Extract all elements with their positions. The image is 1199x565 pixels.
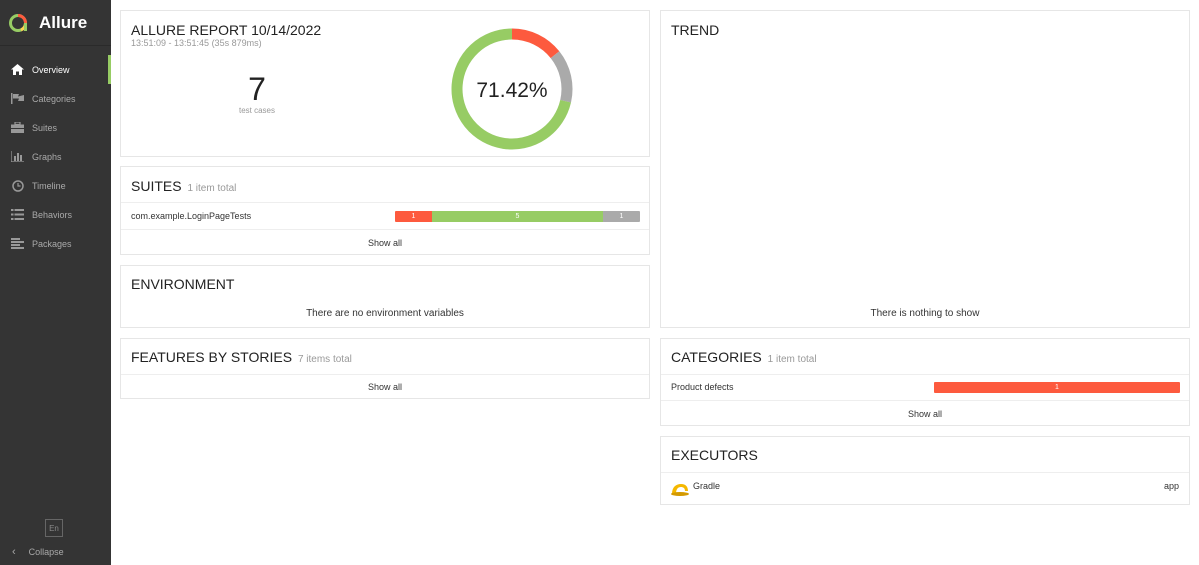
product-defects-segment[interactable]: 1 (934, 382, 1180, 393)
suites-title: SUITES 1 item total (131, 178, 236, 194)
main-content: ALLURE REPORT 10/14/2022 13:51:09 - 13:5… (111, 0, 1199, 565)
executors-title: EXECUTORS (671, 447, 758, 463)
suite-status-bar: 1 5 1 (395, 211, 640, 222)
category-status-bar: 1 (934, 382, 1180, 393)
table-row[interactable]: Gradle app (661, 472, 1189, 505)
gradle-icon (671, 484, 689, 496)
success-donut-chart[interactable]: 71.42% (447, 24, 577, 154)
sidebar-item-label: Behaviors (32, 209, 73, 220)
passed-segment[interactable]: 5 (432, 211, 603, 222)
categories-subtitle: 1 item total (767, 354, 817, 365)
environment-widget: ENVIRONMENT There are no environment var… (120, 265, 650, 328)
features-show-all-link[interactable]: Show all (121, 374, 649, 399)
test-count-label: test cases (238, 106, 275, 115)
suites-show-all-link[interactable]: Show all (121, 229, 649, 255)
sidebar-item-label: Overview (32, 64, 70, 75)
language-switcher[interactable]: En (45, 519, 63, 537)
sidebar-item-label: Packages (32, 238, 72, 249)
features-title: FEATURES BY STORIES 7 items total (131, 349, 352, 365)
sidebar-item-timeline[interactable]: Timeline (0, 171, 111, 200)
executor-name: Gradle (693, 481, 721, 491)
sidebar-item-behaviors[interactable]: Behaviors (0, 200, 111, 229)
clock-icon (10, 179, 25, 192)
category-name: Product defects (671, 382, 734, 392)
suites-title-text: SUITES (131, 178, 182, 194)
bar-chart-icon (10, 151, 25, 163)
collapse-button[interactable]: ‹ Collapse (12, 546, 64, 558)
success-rate: 71.42% (476, 79, 547, 102)
brand[interactable]: Allure (0, 0, 111, 46)
trend-empty-message: There is nothing to show (870, 308, 980, 319)
chevron-left-icon: ‹ (12, 546, 16, 558)
sidebar-item-label: Suites (32, 122, 58, 133)
home-icon (10, 64, 25, 76)
flag-icon (10, 93, 25, 105)
environment-title: ENVIRONMENT (131, 276, 235, 292)
report-title: ALLURE REPORT 10/14/2022 (131, 22, 322, 38)
sidebar-nav: Overview Categories Suites Graphs Timeli… (0, 55, 111, 258)
unknown-segment[interactable]: 1 (603, 211, 640, 222)
allure-logo-icon (9, 13, 27, 32)
table-row[interactable]: Product defects 1 (661, 374, 1189, 400)
sidebar-item-overview[interactable]: Overview (0, 55, 111, 84)
donut-segment-failed[interactable] (511, 28, 560, 59)
table-row[interactable]: com.example.LoginPageTests 1 5 1 (121, 202, 649, 229)
sidebar-item-label: Graphs (32, 151, 62, 162)
suites-widget: SUITES 1 item total com.example.LoginPag… (120, 166, 650, 255)
categories-title: CATEGORIES 1 item total (671, 349, 817, 365)
categories-widget: CATEGORIES 1 item total Product defects … (660, 338, 1190, 426)
sidebar-item-label: Timeline (32, 180, 66, 191)
donut-segment-passed[interactable] (451, 28, 571, 150)
summary-widget: ALLURE REPORT 10/14/2022 13:51:09 - 13:5… (120, 10, 650, 157)
list-icon (10, 209, 25, 221)
features-subtitle: 7 items total (297, 354, 352, 365)
sidebar-item-categories[interactable]: Categories (0, 84, 111, 113)
failed-segment[interactable]: 1 (395, 211, 432, 222)
collapse-label: Collapse (28, 547, 64, 557)
briefcase-icon (10, 122, 25, 134)
brand-name: Allure (39, 12, 88, 32)
trend-title: TREND (671, 22, 720, 38)
donut-segment-unknown[interactable] (550, 51, 573, 103)
suites-subtitle: 1 item total (187, 183, 237, 194)
categories-show-all-link[interactable]: Show all (661, 400, 1189, 426)
executor-build[interactable]: app (1163, 481, 1179, 491)
trend-widget: TREND There is nothing to show (660, 10, 1190, 328)
executors-widget: EXECUTORS Gradle app (660, 436, 1190, 505)
sidebar-item-graphs[interactable]: Graphs (0, 142, 111, 171)
report-time-range: 13:51:09 - 13:51:45 (35s 879ms) (131, 38, 262, 48)
features-title-text: FEATURES BY STORIES (131, 349, 293, 365)
sidebar-item-label: Categories (32, 93, 76, 104)
test-count: 7 (248, 71, 266, 107)
sidebar-item-suites[interactable]: Suites (0, 113, 111, 142)
environment-empty-message: There are no environment variables (306, 308, 464, 319)
features-widget: FEATURES BY STORIES 7 items total Show a… (120, 338, 650, 399)
categories-title-text: CATEGORIES (671, 349, 762, 365)
align-left-icon (10, 238, 25, 250)
sidebar: Allure Overview Categories Suites Graphs (0, 0, 111, 565)
suite-name: com.example.LoginPageTests (131, 211, 252, 221)
sidebar-item-packages[interactable]: Packages (0, 229, 111, 258)
